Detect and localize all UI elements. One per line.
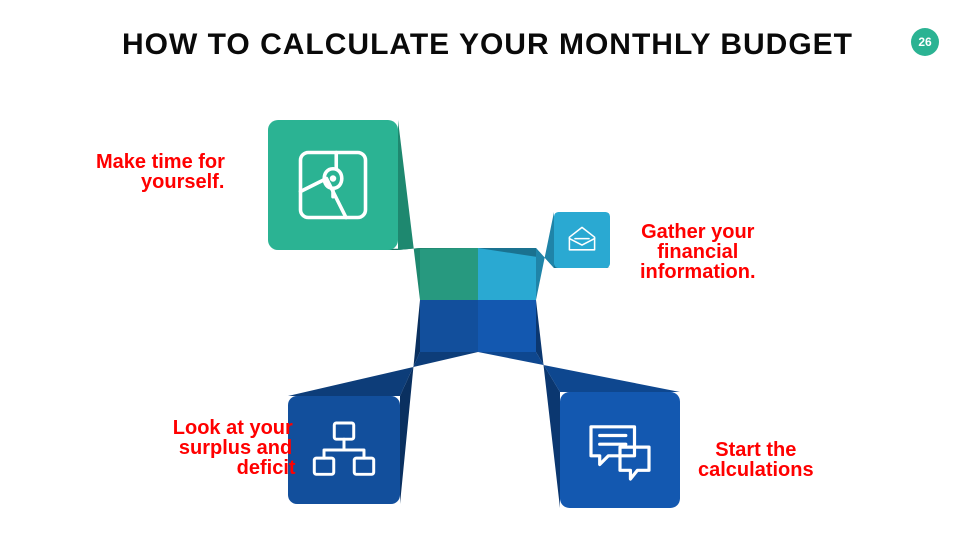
hub-quadrant-tl (420, 248, 478, 300)
bar-top-left-front-face (268, 120, 398, 250)
bar-top-left-label: Make time for yourself. (96, 152, 225, 192)
bar-top-left-side-face (398, 120, 420, 300)
bar-bottom-right-top-face (478, 352, 680, 392)
hub-quadrant-bl (420, 300, 478, 352)
bar-top-right-side-face (536, 212, 554, 300)
hub-quadrant-br (478, 300, 536, 352)
bar-bottom-left-top-face (288, 352, 478, 396)
bar-top-right-label: Gather your financial information. (640, 222, 756, 282)
bar-bottom-left-side-face (400, 300, 420, 504)
bar-bottom-left-label: Look at your surplus and deficit (170, 418, 296, 478)
bar-bottom-right-side-face (536, 300, 560, 508)
infographic-canvas (0, 0, 975, 549)
hub-quadrant-tr (478, 248, 536, 300)
bar-top-right-front-face (554, 212, 610, 268)
bar-bottom-right-label: Start the calculations (698, 440, 814, 480)
